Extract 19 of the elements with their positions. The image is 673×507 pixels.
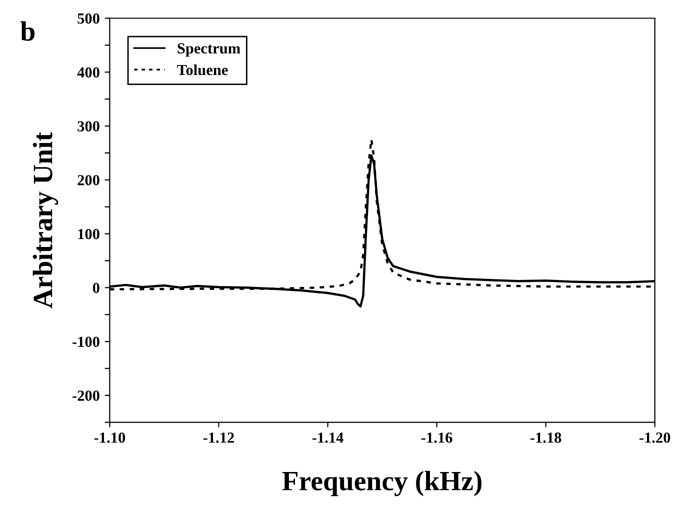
legend-label: Toluene <box>177 64 228 76</box>
x-tick-label: -1.14 <box>312 432 344 443</box>
y-tick-label: 0 <box>92 282 100 294</box>
legend-label: Spectrum <box>178 43 240 57</box>
chart-title: b <box>20 21 35 41</box>
x-axis-title: Frequency (kHz) <box>282 470 482 496</box>
x-tick-label: -1.10 <box>94 432 126 443</box>
x-tick-label: -1.20 <box>639 432 670 443</box>
x-tick-label: -1.12 <box>203 432 234 443</box>
x-tick-label: -1.18 <box>530 432 562 443</box>
x-tick-label: -1.16 <box>421 432 452 443</box>
y-tick-label: -200 <box>72 390 100 401</box>
y-tick-label: 200 <box>78 175 100 186</box>
y-axis-title: Arbitrary Unit <box>32 132 58 308</box>
y-tick-label: 400 <box>77 67 100 78</box>
y-tick-label: 300 <box>78 121 100 132</box>
y-tick-label: -100 <box>72 336 100 347</box>
y-tick-label: 100 <box>78 228 100 240</box>
y-tick-label: 500 <box>78 13 100 24</box>
